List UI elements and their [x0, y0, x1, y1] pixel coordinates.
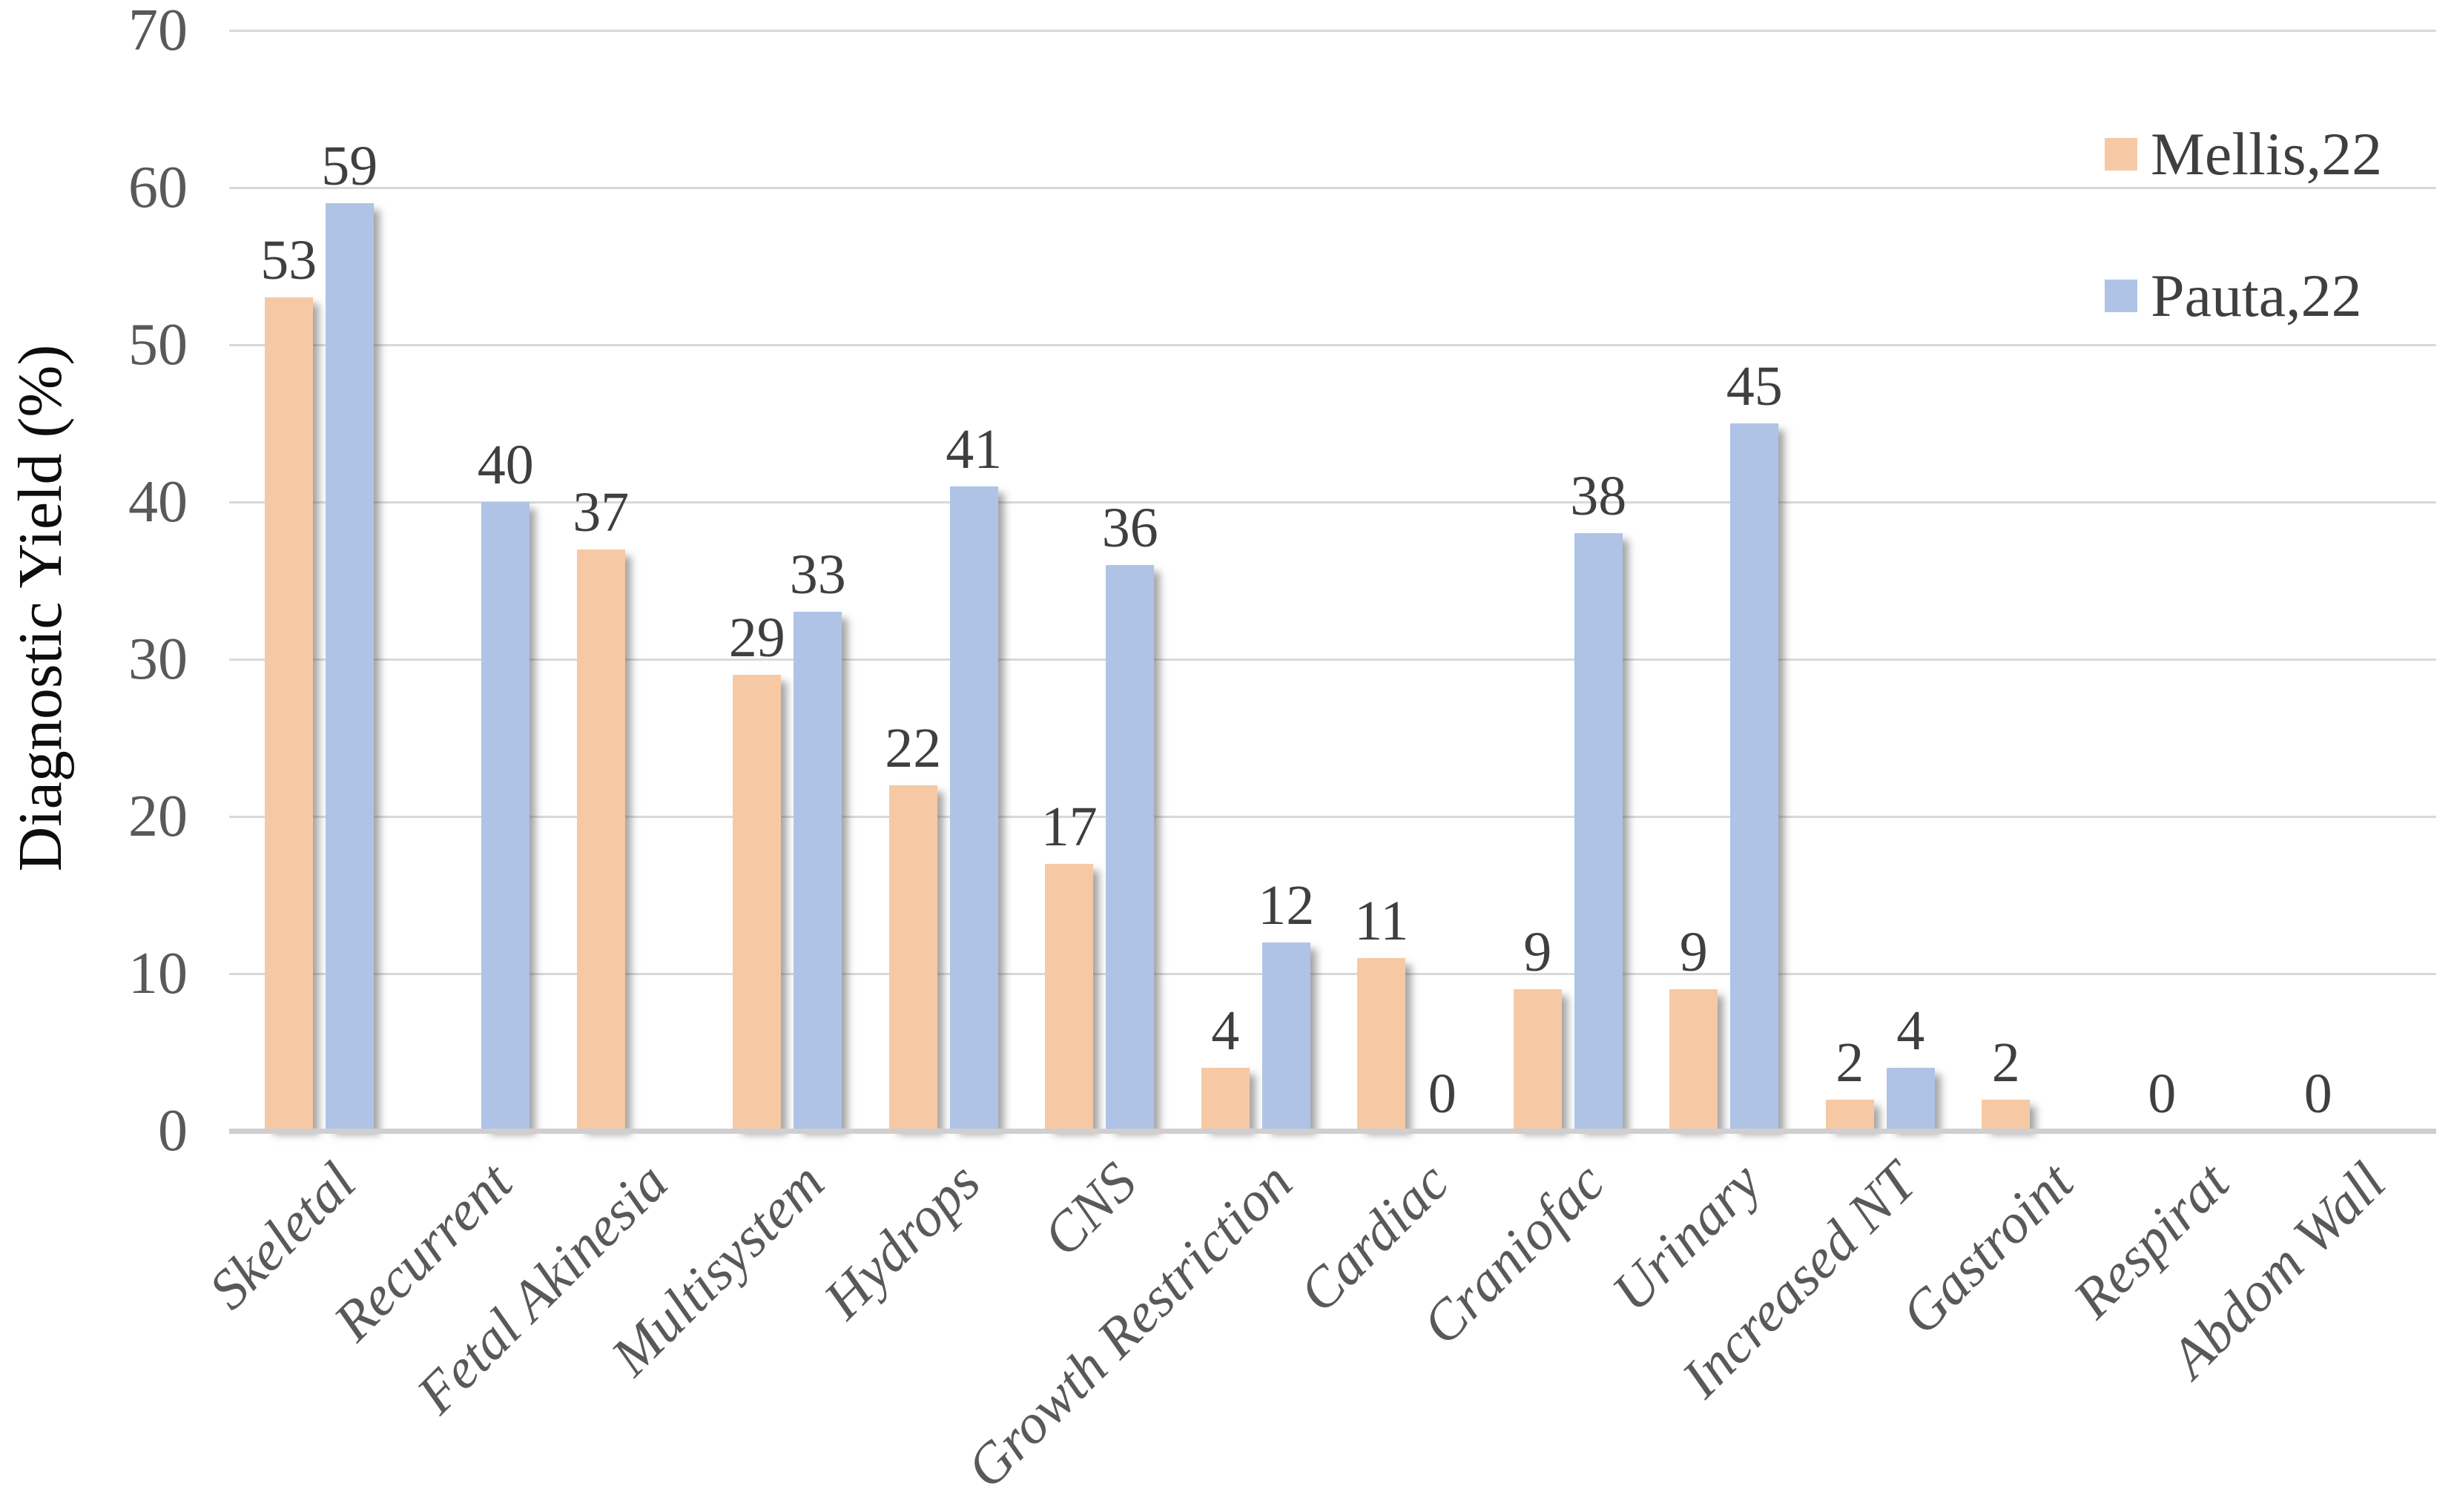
value-label-mellis-urinary: 9	[1679, 921, 1708, 984]
bar-pauta-increased-nt	[1886, 1068, 1935, 1131]
bar-mellis-growth-restriction	[1201, 1068, 1250, 1131]
bar-pauta-skeletal	[325, 203, 374, 1131]
y-tick-label-70: 70	[128, 0, 188, 63]
x-axis-line	[229, 1129, 2436, 1134]
bar-pauta-growth-restriction	[1261, 942, 1310, 1131]
bar-mellis-gastroint	[1982, 1099, 2031, 1131]
value-label-mellis-abdom-wall: 0	[2303, 1063, 2332, 1125]
value-label-mellis-cardiac: 11	[1354, 889, 1409, 952]
y-gridline-30	[229, 658, 2436, 661]
bar-mellis-fetal-akinesia	[576, 549, 625, 1131]
value-label-pauta-urinary: 45	[1726, 355, 1783, 417]
bar-mellis-craniofac	[1513, 989, 1562, 1131]
bar-pauta-craniofac	[1574, 533, 1623, 1131]
value-label-mellis-gastroint: 2	[1991, 1031, 2020, 1094]
y-gridline-40	[229, 501, 2436, 504]
value-label-mellis-increased-nt: 2	[1835, 1031, 1864, 1094]
bar-mellis-increased-nt	[1825, 1099, 1874, 1131]
legend-swatch-pauta	[2105, 280, 2137, 312]
legend-label-pauta: Pauta,22	[2151, 262, 2362, 329]
bar-mellis-urinary	[1669, 989, 1718, 1131]
bar-pauta-cns	[1106, 564, 1155, 1131]
y-tick-label-10: 10	[128, 941, 188, 1006]
y-tick-label-0: 0	[158, 1098, 188, 1163]
value-label-pauta-cardiac: 0	[1428, 1063, 1457, 1125]
y-gridline-50	[229, 344, 2436, 346]
y-tick-label-60: 60	[128, 155, 188, 220]
value-label-mellis-craniofac: 9	[1523, 921, 1552, 984]
value-label-pauta-cns: 36	[1101, 496, 1158, 559]
legend-swatch-mellis	[2105, 138, 2137, 171]
y-tick-label-30: 30	[128, 627, 188, 692]
y-gridline-60	[229, 187, 2436, 189]
value-label-pauta-increased-nt: 4	[1896, 1000, 1925, 1063]
value-label-pauta-multisystem: 33	[789, 544, 846, 607]
value-label-mellis-multisystem: 29	[728, 607, 785, 670]
bar-pauta-hydrops	[949, 486, 998, 1131]
bar-mellis-cns	[1045, 863, 1094, 1131]
bar-mellis-skeletal	[264, 297, 313, 1131]
y-gridline-70	[229, 30, 2436, 32]
value-label-pauta-hydrops: 41	[946, 417, 1003, 481]
value-label-pauta-skeletal: 59	[321, 135, 378, 198]
value-label-mellis-hydrops: 22	[885, 716, 942, 779]
y-gridline-20	[229, 816, 2436, 818]
value-label-pauta-craniofac: 38	[1570, 465, 1627, 528]
value-label-pauta-recurrent: 40	[477, 434, 534, 496]
bar-pauta-recurrent	[481, 502, 530, 1131]
bar-pauta-urinary	[1730, 423, 1779, 1131]
y-tick-label-50: 50	[128, 312, 188, 377]
value-label-mellis-fetal-akinesia: 37	[573, 481, 630, 544]
bar-pauta-multisystem	[794, 612, 842, 1131]
y-tick-label-40: 40	[128, 469, 188, 535]
y-gridline-10	[229, 973, 2436, 975]
bar-mellis-cardiac	[1357, 957, 1406, 1131]
value-label-pauta-growth-restriction: 12	[1258, 874, 1315, 937]
plot-area: 53 59 40 37 29 33 22 41 17 36 4 12 11 0 9 38 9 45 2 4 2 0 0	[229, 30, 2436, 1131]
y-tick-label-20: 20	[128, 784, 188, 849]
value-label-mellis-growth-restriction: 4	[1211, 1000, 1240, 1063]
bar-mellis-hydrops	[888, 785, 937, 1131]
legend-label-mellis: Mellis,22	[2151, 120, 2383, 188]
value-label-mellis-skeletal: 53	[260, 229, 317, 292]
value-label-mellis-respirat: 0	[2148, 1063, 2177, 1125]
bar-mellis-multisystem	[733, 675, 782, 1131]
value-label-mellis-cns: 17	[1040, 795, 1098, 858]
